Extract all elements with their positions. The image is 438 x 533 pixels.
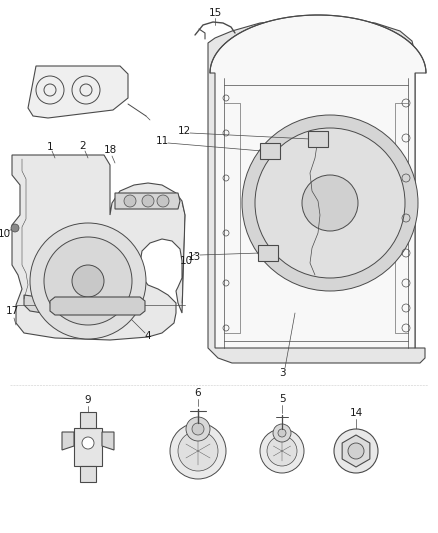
- Polygon shape: [80, 412, 96, 428]
- Text: 14: 14: [350, 408, 363, 418]
- Circle shape: [348, 443, 364, 459]
- Polygon shape: [258, 245, 278, 261]
- Circle shape: [30, 223, 146, 339]
- Circle shape: [170, 423, 226, 479]
- Polygon shape: [260, 143, 280, 159]
- Polygon shape: [102, 432, 114, 450]
- Circle shape: [260, 429, 304, 473]
- Text: 15: 15: [208, 8, 222, 18]
- Circle shape: [72, 265, 104, 297]
- Circle shape: [186, 417, 210, 441]
- Polygon shape: [342, 435, 370, 467]
- Circle shape: [242, 115, 418, 291]
- Text: 4: 4: [145, 331, 151, 341]
- Text: 1: 1: [47, 142, 53, 152]
- Circle shape: [302, 175, 358, 231]
- Circle shape: [11, 224, 19, 232]
- Text: 3: 3: [279, 368, 285, 378]
- Polygon shape: [308, 131, 328, 147]
- Circle shape: [267, 436, 297, 466]
- Circle shape: [334, 429, 378, 473]
- Circle shape: [82, 437, 94, 449]
- Circle shape: [273, 424, 291, 442]
- Text: 6: 6: [194, 388, 201, 398]
- Circle shape: [178, 431, 218, 471]
- Circle shape: [157, 195, 169, 207]
- Text: 2: 2: [80, 141, 86, 151]
- Text: 10: 10: [180, 256, 193, 266]
- Text: 12: 12: [177, 126, 191, 136]
- Polygon shape: [115, 193, 180, 209]
- Polygon shape: [208, 19, 425, 363]
- Text: 5: 5: [279, 394, 285, 404]
- Text: 10: 10: [0, 229, 11, 239]
- Polygon shape: [50, 297, 145, 315]
- Text: 9: 9: [85, 395, 91, 405]
- Text: 18: 18: [103, 145, 117, 155]
- Polygon shape: [210, 15, 426, 348]
- Circle shape: [278, 429, 286, 437]
- Circle shape: [44, 237, 132, 325]
- Polygon shape: [28, 66, 128, 118]
- Circle shape: [142, 195, 154, 207]
- Polygon shape: [24, 245, 140, 315]
- Polygon shape: [12, 155, 185, 340]
- Polygon shape: [62, 432, 74, 450]
- Circle shape: [192, 423, 204, 435]
- Polygon shape: [80, 466, 96, 482]
- Polygon shape: [74, 428, 102, 466]
- Text: 17: 17: [5, 306, 19, 316]
- Circle shape: [255, 128, 405, 278]
- Text: 13: 13: [187, 252, 201, 262]
- Circle shape: [124, 195, 136, 207]
- Text: 11: 11: [155, 136, 169, 146]
